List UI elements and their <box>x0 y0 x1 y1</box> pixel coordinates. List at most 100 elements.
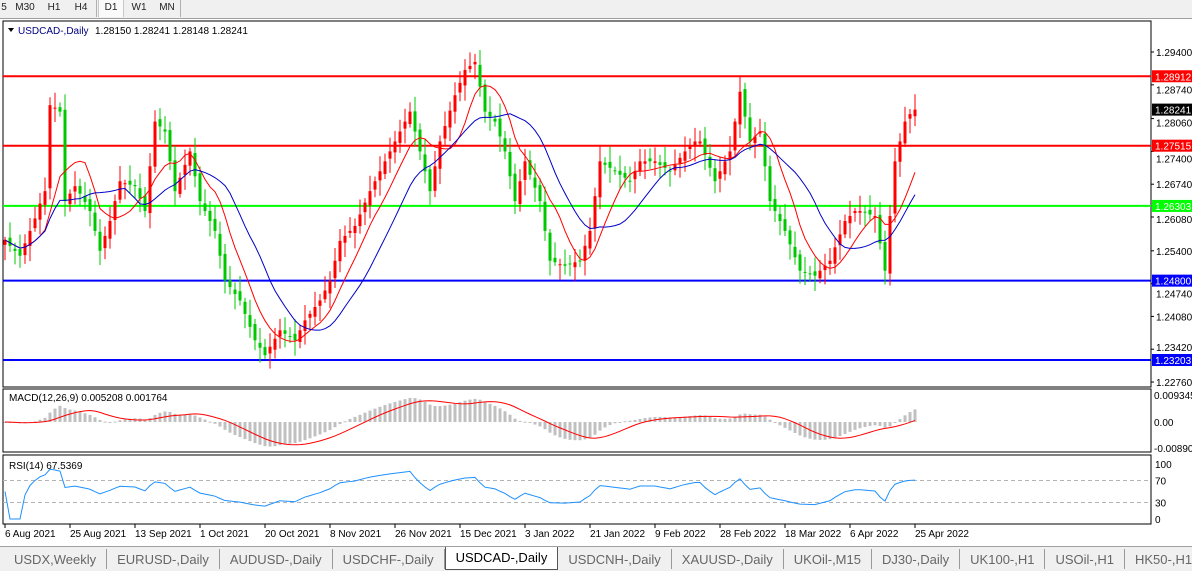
macd-histogram-bar <box>463 400 467 422</box>
tab-dj30-daily[interactable]: DJ30-,Daily <box>872 549 961 569</box>
candle-body <box>568 263 572 265</box>
candle-body <box>663 162 667 168</box>
candle-body <box>333 260 337 279</box>
candle-body <box>913 109 917 117</box>
candle-body <box>843 220 847 235</box>
level-price-label: 1.24800 <box>1155 277 1192 288</box>
candle-body <box>288 336 292 338</box>
tab-usdcnh-daily[interactable]: USDCNH-,Daily <box>558 549 672 569</box>
timeframe-h4[interactable]: H4 <box>74 2 88 13</box>
chart-area[interactable]: 1.29400 1.28740 1.28060 1.27400 1.26740 1.260… <box>0 19 1192 546</box>
level-price-label-bg <box>1152 70 1192 83</box>
macd-histogram-bar <box>428 404 432 422</box>
macd-histogram-bar <box>213 422 217 424</box>
candle-body <box>503 138 507 152</box>
tab-ukoil-m15[interactable]: UKOil-,M15 <box>784 549 872 569</box>
candle-body <box>773 198 777 212</box>
date-tick-label: 20 Oct 2021 <box>265 529 320 540</box>
candle-body <box>73 186 77 192</box>
timeframe-m15[interactable]: 5 <box>1 2 7 13</box>
collapse-triangle-icon[interactable] <box>8 28 14 32</box>
tab-xauusd-daily[interactable]: XAUUSD-,Daily <box>672 549 784 569</box>
macd-histogram-bar <box>848 422 852 432</box>
macd-histogram-bar <box>108 422 112 423</box>
macd-histogram-bar <box>588 422 592 438</box>
macd-histogram-bar <box>518 420 522 422</box>
timeframe-h1[interactable]: H1 <box>47 2 61 13</box>
macd-histogram-bar <box>193 415 197 422</box>
candle-body <box>363 202 367 213</box>
candle-body <box>373 181 377 190</box>
candle-body <box>313 306 317 317</box>
macd-histogram-bar <box>43 417 47 422</box>
candle-body <box>108 220 112 239</box>
tab-eurusd-daily[interactable]: EURUSD-,Daily <box>107 549 220 569</box>
macd-histogram-bar <box>773 422 777 423</box>
macd-histogram-bar <box>803 422 807 438</box>
date-tick-label: 26 Nov 2021 <box>395 529 452 540</box>
candle-body <box>788 230 792 245</box>
macd-histogram-bar <box>188 414 192 422</box>
macd-tick-label: 0.00 <box>1154 418 1174 429</box>
macd-signal-line <box>4 400 916 446</box>
macd-histogram-bar <box>58 405 62 422</box>
candle-body <box>583 245 587 261</box>
candle-body <box>48 105 52 189</box>
macd-histogram-bar <box>353 416 357 422</box>
tab-usoil-h1[interactable]: USOil-,H1 <box>1045 549 1125 569</box>
candle-body <box>628 180 632 182</box>
candle-body <box>358 214 362 227</box>
macd-histogram-bar <box>433 406 437 422</box>
timeframe-m30[interactable]: M30 <box>15 2 35 13</box>
tab-usdchf-daily[interactable]: USDCHF-,Daily <box>333 549 445 569</box>
macd-histogram-bar <box>243 422 247 440</box>
macd-histogram-bar <box>323 422 327 433</box>
toolbar-divider <box>180 0 181 17</box>
macd-histogram-bar <box>253 422 257 444</box>
candle-body <box>293 333 297 341</box>
macd-histogram-bar <box>708 416 712 422</box>
candle-body <box>143 195 147 212</box>
macd-pane <box>3 397 917 447</box>
axes: 1.29400 1.28740 1.28060 1.27400 1.26740 1.260… <box>4 48 1192 540</box>
candle-body <box>413 111 417 132</box>
timeframe-mn[interactable]: MN <box>159 2 175 13</box>
date-tick-label: 21 Jan 2022 <box>590 529 645 540</box>
macd-histogram-bar <box>778 422 782 426</box>
candle-body <box>613 170 617 172</box>
macd-histogram-bar <box>288 422 292 444</box>
macd-histogram-bar <box>218 422 222 427</box>
macd-histogram-bar <box>828 422 832 440</box>
macd-histogram-bar <box>568 422 572 440</box>
timeframe-d1[interactable]: D1 <box>98 0 124 17</box>
candle-body <box>518 181 522 204</box>
candle-body <box>463 69 467 86</box>
macd-histogram-bar <box>383 405 387 422</box>
timeframe-w1[interactable]: W1 <box>131 2 147 13</box>
candle-body <box>483 84 487 112</box>
candle-body <box>603 162 607 165</box>
tab-hk50-h1[interactable]: HK50-,H1 <box>1135 552 1192 567</box>
candle-body <box>513 173 517 202</box>
tab-usdcad-daily[interactable]: USDCAD-,Daily <box>444 547 559 570</box>
macd-histogram-bar <box>498 408 502 422</box>
candle-body <box>133 185 137 187</box>
candle-body <box>393 141 397 153</box>
candle-body <box>473 61 477 65</box>
tab-uk100-h1[interactable]: UK100-,H1 <box>960 549 1046 569</box>
tab-usdx-weekly[interactable]: USDX,Weekly <box>4 549 108 569</box>
candle-body <box>858 211 862 213</box>
macd-histogram-bar <box>793 422 797 433</box>
macd-histogram-bar <box>528 422 532 423</box>
macd-histogram-bar <box>798 422 802 436</box>
price-tick-label: 1.22760 <box>1156 378 1192 389</box>
macd-histogram-bar <box>38 419 42 422</box>
macd-histogram-bar <box>743 413 747 422</box>
date-tick-label: 9 Feb 2022 <box>655 529 706 540</box>
tab-audusd-daily[interactable]: AUDUSD-,Daily <box>220 549 333 569</box>
macd-histogram-bar <box>698 415 702 422</box>
candle-body <box>158 119 162 127</box>
macd-histogram-bar <box>173 413 177 422</box>
candle-body <box>418 129 422 152</box>
macd-histogram-bar <box>478 399 482 422</box>
